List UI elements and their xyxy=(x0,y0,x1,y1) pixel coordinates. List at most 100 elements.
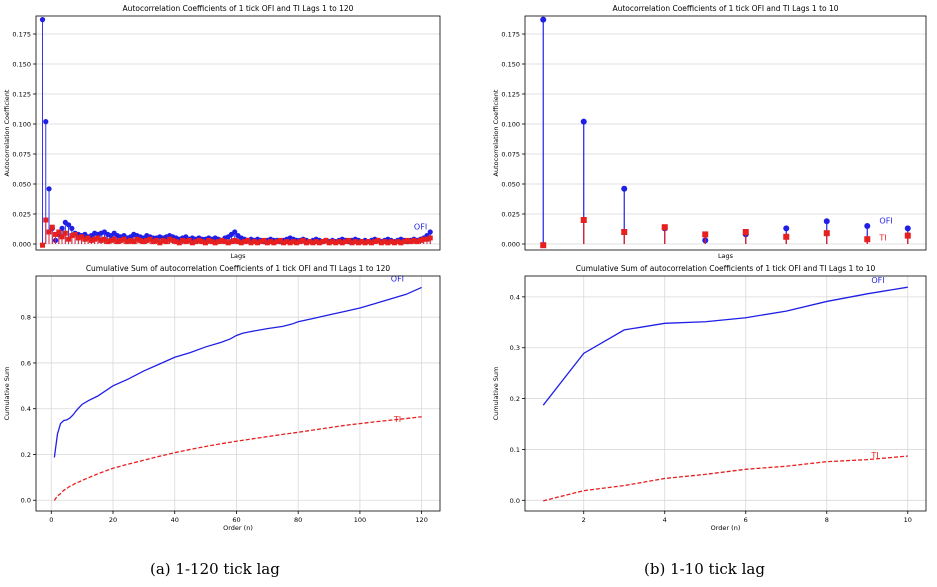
x-tick-label: 2 xyxy=(582,516,586,524)
point-ti xyxy=(391,240,397,246)
point-ti xyxy=(124,239,130,245)
point-ti xyxy=(202,240,208,246)
y-tick-label: 0.000 xyxy=(12,241,31,249)
point-ti xyxy=(661,224,668,231)
point-ti xyxy=(408,239,414,245)
point-ti xyxy=(215,239,221,245)
point-ti xyxy=(401,239,407,245)
y-axis-label: Autocorrelation Coefficient xyxy=(3,89,11,176)
y-tick-label: 0.025 xyxy=(12,211,31,219)
y-axis-label: Autocorrelation Coefficient xyxy=(492,89,500,176)
point-ti xyxy=(222,239,228,245)
point-ti xyxy=(316,240,322,246)
point-ti xyxy=(783,233,790,240)
point-ti xyxy=(398,240,404,246)
point-ti xyxy=(385,240,391,246)
point-ti xyxy=(232,237,238,243)
x-tick-label: 6 xyxy=(744,516,748,524)
point-ti xyxy=(49,224,55,230)
series-line-ti xyxy=(543,455,908,502)
point-ti xyxy=(307,239,313,245)
point-ti xyxy=(147,236,153,242)
point-ofi xyxy=(43,119,49,125)
point-ti xyxy=(69,233,75,239)
x-tick-label: 60 xyxy=(232,516,240,524)
y-tick-label: 0.2 xyxy=(21,451,31,459)
point-ti xyxy=(189,240,195,246)
point-ti xyxy=(339,240,345,246)
point-ti xyxy=(79,234,85,240)
point-ti xyxy=(95,235,101,241)
y-tick-label: 0.150 xyxy=(501,61,520,69)
point-ti xyxy=(85,235,91,241)
chart-cumsum-lags-1-to-120: OFI TI 0.0 0.2 0.4 0.6 0.8 0 20 40 60 80 100 120 Cumul… xyxy=(3,264,441,532)
x-axis-label: Lags xyxy=(230,252,246,260)
point-ti xyxy=(251,239,257,245)
x-tick-label: 0 xyxy=(49,516,53,524)
point-ti xyxy=(108,237,114,243)
x-tick-label: 40 xyxy=(171,516,179,524)
point-ti xyxy=(242,239,248,245)
chart-title: Cumulative Sum of autocorrelation Coeffi… xyxy=(576,264,876,273)
point-ti xyxy=(180,237,186,243)
point-ti xyxy=(183,239,189,245)
y-tick-label: 0.8 xyxy=(21,314,31,322)
point-ti xyxy=(72,231,78,237)
chart-acf-lags-1-to-10: OFI TI 0.000 0.025 0.050 0.075 0.100 0.125 0.150… xyxy=(492,4,927,260)
point-ti xyxy=(320,239,326,245)
point-ti xyxy=(864,236,871,243)
point-ti xyxy=(294,240,300,246)
point-ti xyxy=(118,237,124,243)
point-ti xyxy=(702,231,709,238)
point-ti xyxy=(290,239,296,245)
chart-cumsum-lags-1-to-10: OFI TI 0.0 0.1 0.2 0.3 0.4 2 4 6 8 10 Cumulative Sum… xyxy=(492,264,927,532)
point-ti xyxy=(742,229,749,235)
point-ti xyxy=(346,237,352,243)
y-tick-label: 0.1 xyxy=(510,446,520,454)
point-ti xyxy=(235,239,241,245)
point-ti xyxy=(255,240,261,246)
series-label-ti: TI xyxy=(870,451,878,460)
point-ti xyxy=(414,239,420,245)
point-ti xyxy=(264,240,270,246)
point-ti xyxy=(369,240,375,246)
point-ti xyxy=(114,239,120,245)
point-ti xyxy=(372,239,378,245)
point-ti xyxy=(101,236,107,242)
point-ti xyxy=(173,239,179,245)
point-ti xyxy=(121,236,127,242)
point-ti xyxy=(141,239,147,245)
point-ti xyxy=(326,240,332,246)
point-ti xyxy=(271,240,277,246)
point-ti xyxy=(382,239,388,245)
point-ti xyxy=(245,237,251,243)
point-ti xyxy=(417,237,423,243)
y-tick-label: 0.125 xyxy=(501,91,520,99)
point-ti xyxy=(150,239,156,245)
y-tick-label: 0.075 xyxy=(12,151,31,159)
point-ti xyxy=(170,237,176,243)
series-line-ofi xyxy=(542,286,908,406)
point-ti xyxy=(359,239,365,245)
point-ti xyxy=(43,217,49,223)
y-tick-label: 0.025 xyxy=(501,211,520,219)
point-ti xyxy=(88,237,94,243)
y-tick-label: 0.2 xyxy=(510,395,520,403)
point-ti xyxy=(59,234,65,240)
point-ofi xyxy=(864,223,871,229)
y-tick-label: 0.175 xyxy=(501,31,520,39)
point-ti xyxy=(904,232,911,239)
x-axis-label: Lags xyxy=(718,252,734,260)
point-ti xyxy=(238,240,244,246)
y-tick-label: 0.100 xyxy=(12,121,31,129)
chart-title: Autocorrelation Coefficients of 1 tick O… xyxy=(123,4,354,13)
point-ti xyxy=(284,239,290,245)
y-tick-label: 0.150 xyxy=(12,61,31,69)
point-ofi xyxy=(823,218,830,225)
point-ti xyxy=(206,237,212,243)
point-ti xyxy=(424,236,430,242)
y-axis-label: Cumulative Sum xyxy=(492,367,500,421)
series-line-ti xyxy=(53,416,422,501)
point-ti xyxy=(127,237,133,243)
